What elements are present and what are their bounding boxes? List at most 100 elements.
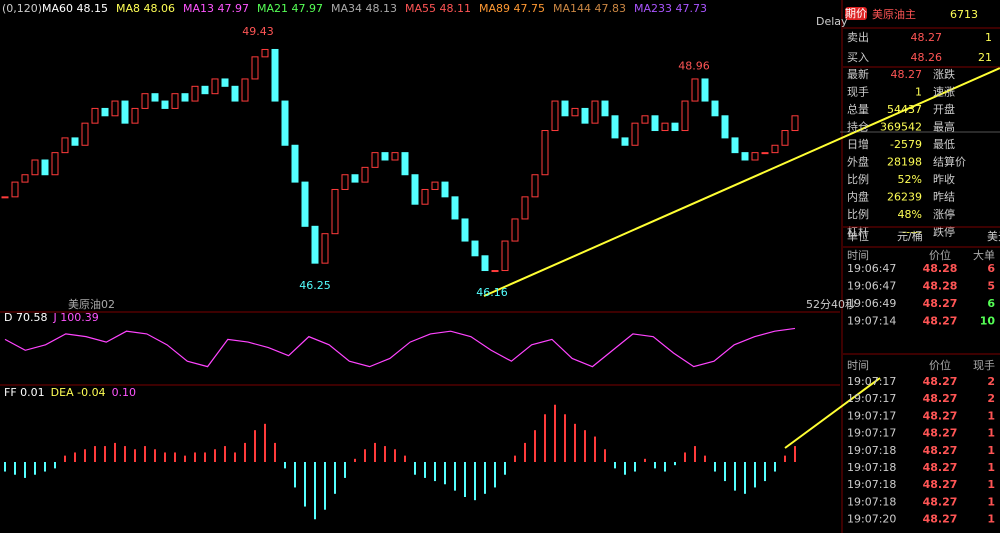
- candle: [631, 122, 639, 146]
- macd-bar: [694, 446, 696, 462]
- candle: [261, 48, 269, 58]
- macd-bar: [94, 446, 96, 462]
- table-cell: 1: [987, 409, 995, 422]
- field-label: 最低: [933, 138, 955, 151]
- macd-label: DEA -0.04: [51, 386, 106, 399]
- macd-bar: [444, 462, 446, 485]
- candle: [421, 188, 429, 205]
- candle: [81, 122, 89, 146]
- candle: [571, 107, 579, 117]
- candle: [701, 78, 709, 102]
- table-cell: 48.27: [923, 392, 958, 405]
- table-header: 时间: [847, 359, 869, 372]
- kdj-label: D 70.58: [4, 311, 47, 324]
- candle: [151, 93, 159, 102]
- macd-bar: [724, 462, 726, 482]
- field-label: 开盘: [933, 102, 955, 116]
- candle: [211, 78, 219, 95]
- candle: [161, 100, 169, 109]
- candle: [281, 100, 289, 146]
- table-cell: 1: [987, 513, 995, 526]
- macd-bar: [74, 452, 76, 462]
- candle: [231, 85, 239, 102]
- macd-bar: [84, 449, 86, 462]
- field-value: 54437: [887, 103, 922, 116]
- field-label: 总量: [847, 102, 869, 116]
- macd-bar: [294, 462, 296, 488]
- side-size: 1: [985, 31, 992, 44]
- table-cell: 48.27: [923, 495, 958, 508]
- macd-bar: [454, 462, 456, 491]
- table-cell: 19:07:18: [847, 461, 896, 474]
- kdj-label: J 100.39: [52, 311, 98, 324]
- macd-bar: [174, 452, 176, 462]
- ma-label: MA8 48.06: [116, 2, 175, 15]
- candle: [761, 152, 769, 155]
- table-cell: 48.27: [923, 375, 958, 388]
- macd-bar: [564, 414, 566, 462]
- macd-bar: [684, 452, 686, 462]
- macd-bar: [394, 449, 396, 462]
- macd-bar: [274, 442, 276, 462]
- ma-label: MA144 47.83: [553, 2, 626, 15]
- ma-label: MA55 48.11: [405, 2, 471, 15]
- macd-bar: [54, 462, 56, 469]
- table-cell: 19:07:18: [847, 478, 896, 491]
- macd-bar: [554, 404, 556, 462]
- macd-bar: [234, 452, 236, 462]
- table-cell: 1: [987, 478, 995, 491]
- macd-bar: [34, 462, 36, 475]
- macd-bar: [534, 430, 536, 462]
- macd-bar: [24, 462, 26, 478]
- macd-bar: [774, 462, 776, 472]
- macd-label: 0.10: [112, 386, 137, 399]
- macd-bar: [464, 462, 466, 497]
- table-cell: 6: [987, 262, 995, 275]
- unit-option[interactable]: 美元: [987, 230, 1000, 243]
- candle: [361, 166, 369, 183]
- macd-bar: [784, 455, 786, 462]
- field-value: 48.27: [891, 68, 923, 81]
- macd-bar: [594, 436, 596, 462]
- candle: [541, 130, 549, 176]
- macd-bar: [544, 414, 546, 462]
- macd-bar: [314, 462, 316, 520]
- peak-label: 48.96: [678, 60, 710, 73]
- candle: [31, 159, 39, 176]
- table-cell: 19:07:14: [847, 315, 896, 328]
- table-cell: 48.28: [923, 262, 958, 275]
- side-price: 48.27: [911, 31, 943, 44]
- macd-bar: [124, 446, 126, 462]
- macd-bar: [154, 449, 156, 462]
- macd-bar: [44, 462, 46, 472]
- table-cell: 48.27: [923, 409, 958, 422]
- ma-label: MA34 48.13: [331, 2, 397, 15]
- ma-label: MA13 47.97: [183, 2, 249, 15]
- candle: [351, 174, 359, 183]
- kdj-line: [4, 327, 796, 368]
- side-price: 48.26: [911, 51, 943, 64]
- side-label: 买入: [847, 51, 869, 64]
- macd-bar: [474, 462, 476, 501]
- macd-bar: [194, 452, 196, 462]
- candle: [301, 181, 309, 227]
- table-cell: 48.27: [923, 444, 958, 457]
- macd-bar: [304, 462, 306, 507]
- candle: [521, 196, 529, 220]
- candle: [51, 152, 59, 176]
- candle: [71, 137, 79, 146]
- macd-bar: [334, 462, 336, 494]
- candle: [531, 174, 539, 198]
- macd-bar: [674, 462, 676, 466]
- macd-bar: [614, 462, 616, 469]
- candle: [661, 122, 669, 132]
- badge-text: 期价: [845, 7, 867, 20]
- candle: [401, 152, 409, 176]
- candle: [411, 174, 419, 205]
- candle: [341, 174, 349, 190]
- macd-bar: [574, 423, 576, 462]
- field-value: 52%: [898, 173, 922, 186]
- table-header: 时间: [847, 249, 869, 262]
